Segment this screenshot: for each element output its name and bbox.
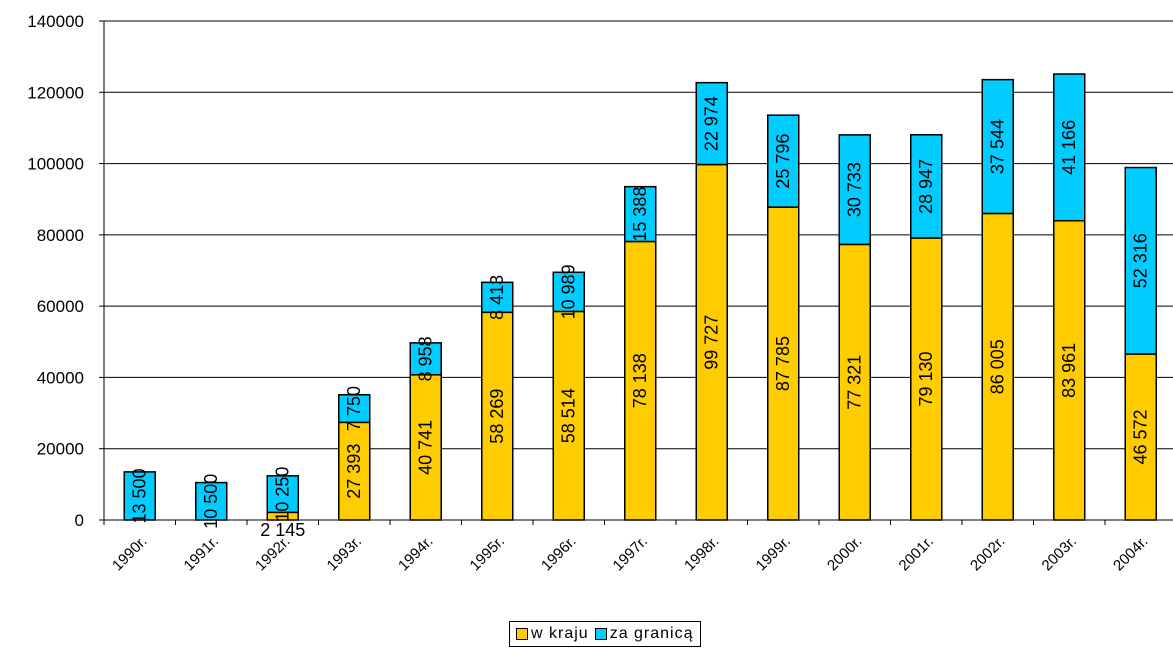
legend-item-w-kraju: w kraju bbox=[516, 625, 589, 643]
data-label-w-kraju: 2 145 bbox=[260, 520, 305, 540]
x-tick-label: 2000r. bbox=[824, 533, 866, 575]
data-label-w-kraju: 40 741 bbox=[416, 420, 436, 475]
data-label-za-granica: 52 316 bbox=[1131, 233, 1151, 288]
bar-w-kraju bbox=[409, 374, 442, 521]
bar-w-kraju bbox=[767, 206, 800, 521]
data-label-w-kraju: 46 572 bbox=[1131, 409, 1151, 464]
bar-w-kraju bbox=[981, 212, 1014, 521]
x-tick-label: 1995r. bbox=[467, 533, 509, 575]
bar-w-kraju bbox=[838, 243, 871, 521]
legend-label-w-kraju: w kraju bbox=[531, 625, 589, 642]
bar-za-granica bbox=[481, 281, 514, 314]
bar-za-granica bbox=[552, 271, 585, 313]
data-label-za-granica: 13 500 bbox=[130, 468, 150, 523]
y-tick-label: 120000 bbox=[27, 83, 84, 102]
data-label-w-kraju: 27 393 bbox=[344, 444, 364, 499]
bar-za-granica bbox=[910, 134, 943, 239]
data-label-za-granica: 41 166 bbox=[1059, 120, 1079, 175]
data-label-w-kraju: 78 138 bbox=[630, 353, 650, 408]
x-tick-label: 1997r. bbox=[610, 533, 652, 575]
x-tick-label: 2003r. bbox=[1039, 533, 1081, 575]
data-label-za-granica: 8 958 bbox=[416, 336, 436, 381]
axes bbox=[99, 20, 1173, 525]
data-label-za-granica: 37 544 bbox=[988, 119, 1008, 174]
bar-za-granica bbox=[195, 481, 228, 521]
data-label-za-granica: 7 750 bbox=[344, 386, 364, 431]
data-label-za-granica: 25 796 bbox=[773, 134, 793, 189]
bar-w-kraju bbox=[1124, 353, 1157, 521]
data-label-w-kraju: 99 727 bbox=[702, 315, 722, 370]
bars bbox=[123, 73, 1157, 521]
x-tick-label: 1990r. bbox=[109, 533, 151, 575]
bar-za-granica bbox=[695, 81, 728, 166]
bar-w-kraju bbox=[695, 163, 728, 521]
data-label-za-granica: 15 388 bbox=[630, 187, 650, 242]
bar-w-kraju bbox=[1053, 219, 1086, 521]
data-label-za-granica: 10 989 bbox=[559, 264, 579, 319]
bar-w-kraju bbox=[338, 421, 371, 521]
bar-za-granica bbox=[338, 393, 371, 424]
x-tick-label: 1991r. bbox=[181, 533, 223, 575]
data-label-w-kraju: 87 785 bbox=[773, 336, 793, 391]
bar-w-kraju bbox=[552, 310, 585, 521]
bar-za-granica bbox=[1053, 73, 1086, 222]
y-tick-label: 40000 bbox=[37, 368, 84, 387]
y-tick-label: 0 bbox=[75, 511, 84, 530]
x-tick-label: 2004r. bbox=[1110, 533, 1152, 575]
y-tick-labels: 0 20000 40000 60000 80000 100000 120000 140000 bbox=[27, 12, 84, 530]
x-tick-label: 1993r. bbox=[324, 533, 366, 575]
legend-label-za-granica: za granicą bbox=[609, 625, 694, 642]
bar-za-granica bbox=[838, 134, 871, 246]
legend: w kraju za granicą bbox=[509, 621, 701, 647]
x-tick-label: 1994r. bbox=[395, 533, 437, 575]
data-label-w-kraju: 58 269 bbox=[487, 389, 507, 444]
data-label-w-kraju: 86 005 bbox=[988, 339, 1008, 394]
bar-za-granica bbox=[1124, 166, 1157, 355]
x-tick-label: 2002r. bbox=[967, 533, 1009, 575]
y-tick-label: 140000 bbox=[27, 12, 84, 31]
data-label-w-kraju: 58 514 bbox=[559, 388, 579, 443]
bar-za-granica bbox=[266, 475, 299, 514]
legend-item-za-granica: za granicą bbox=[594, 625, 694, 643]
data-label-w-kraju: 77 321 bbox=[845, 355, 865, 410]
x-tick-label: 1998r. bbox=[681, 533, 723, 575]
bar-za-granica bbox=[981, 78, 1014, 215]
bar-za-granica bbox=[409, 342, 442, 376]
data-label-za-granica: 22 974 bbox=[702, 96, 722, 151]
legend-swatch-za-granica bbox=[594, 628, 607, 640]
data-label-w-kraju: 79 130 bbox=[916, 351, 936, 406]
y-tick-label: 20000 bbox=[37, 440, 84, 459]
legend-swatch-w-kraju bbox=[516, 628, 528, 640]
bar-za-granica bbox=[767, 114, 800, 208]
data-label-za-granica: 28 947 bbox=[916, 159, 936, 214]
x-tick-label: 1999r. bbox=[753, 533, 795, 575]
x-tick-label: 1996r. bbox=[538, 533, 580, 575]
y-tick-label: 100000 bbox=[27, 155, 84, 174]
x-tick-label: 2001r. bbox=[896, 533, 938, 575]
chart: 020000400006000080000100000120000140000 … bbox=[27, 12, 1173, 575]
y-tick-label: 80000 bbox=[37, 226, 84, 245]
bar-w-kraju bbox=[481, 311, 514, 521]
data-label-za-granica: 8 413 bbox=[487, 275, 507, 320]
data-label-w-kraju: 83 961 bbox=[1059, 343, 1079, 398]
bar-za-granica bbox=[624, 185, 657, 243]
data-label-za-granica: 10 500 bbox=[201, 474, 221, 529]
data-label-za-granica: 10 250 bbox=[273, 467, 293, 522]
y-tick-label: 60000 bbox=[37, 297, 84, 316]
data-label-za-granica: 30 733 bbox=[845, 162, 865, 217]
